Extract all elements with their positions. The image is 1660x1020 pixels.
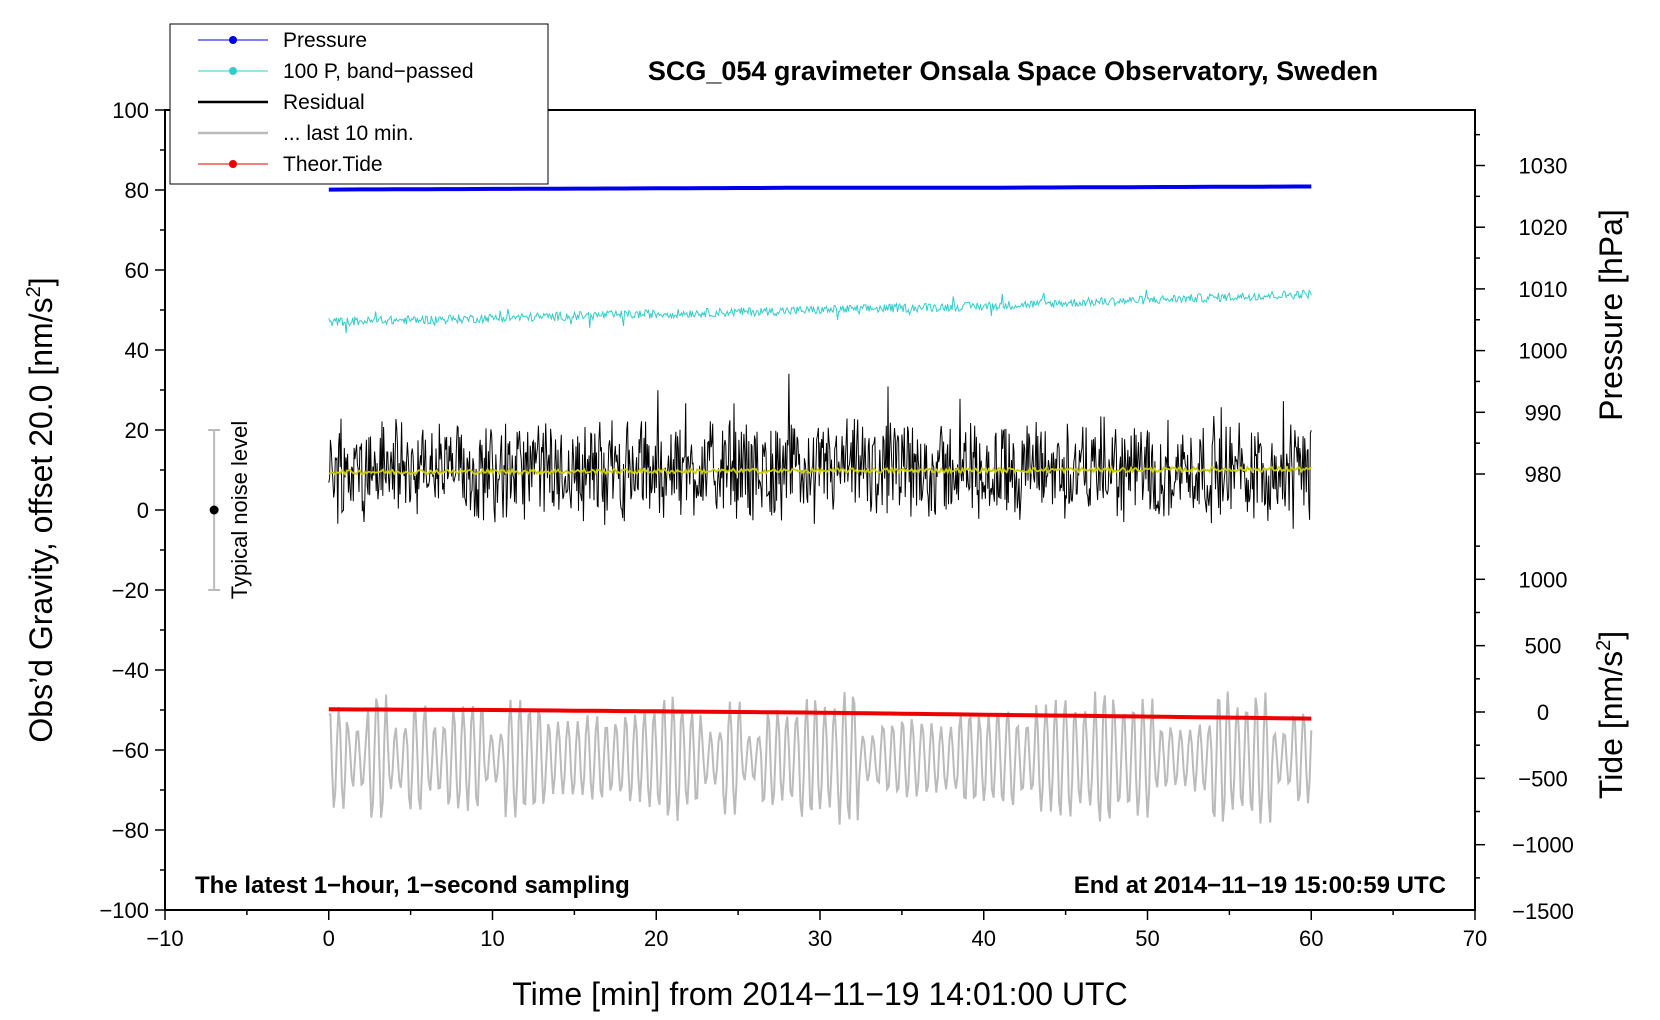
legend-marker bbox=[229, 36, 237, 44]
y-tick-label: 80 bbox=[125, 178, 149, 203]
tide-tick-label: 0 bbox=[1537, 700, 1549, 725]
pressure-tick-label: 1020 bbox=[1519, 215, 1568, 240]
y-tick-label: 40 bbox=[125, 338, 149, 363]
tide-axis-label-end: ] bbox=[1593, 631, 1629, 640]
pressure-tick-label: 1010 bbox=[1519, 277, 1568, 302]
y-tick-label: −80 bbox=[112, 818, 149, 843]
y-tick-label: 60 bbox=[125, 258, 149, 283]
legend-label: Theor.Tide bbox=[283, 153, 383, 176]
tide-tick-label: −1000 bbox=[1512, 833, 1574, 858]
note-end-time: End at 2014−11−19 15:00:59 UTC bbox=[1074, 872, 1446, 899]
plot-frame bbox=[164, 109, 1476, 911]
x-tick-label: 20 bbox=[644, 926, 668, 951]
legend-label: ... last 10 min. bbox=[283, 122, 414, 145]
legend-label: 100 P, band−passed bbox=[283, 60, 474, 83]
y-axis-label-end: ] bbox=[23, 277, 59, 286]
y-tick-label: −40 bbox=[112, 658, 149, 683]
pressure-tick-label: 1000 bbox=[1519, 339, 1568, 364]
x-tick-label: 70 bbox=[1463, 926, 1487, 951]
tide-axis-label: Tide [nm/s2] bbox=[1593, 631, 1629, 799]
legend-marker bbox=[229, 67, 237, 75]
x-tick-label: 60 bbox=[1299, 926, 1323, 951]
tide-axis-label-sup: 2 bbox=[1593, 640, 1615, 651]
tide-axis-label-main: Tide [nm/s bbox=[1593, 651, 1629, 799]
tide-tick-label: 1000 bbox=[1519, 567, 1568, 592]
y-tick-label: 20 bbox=[125, 418, 149, 443]
legend-label: Residual bbox=[283, 91, 365, 114]
tide-tick-label: 500 bbox=[1525, 634, 1562, 659]
pressure-axis-label: Pressure [hPa] bbox=[1593, 209, 1629, 421]
axis-ticks: −10 0 10 20 30 40 50 60 70100806040200−20−40−60−… bbox=[99, 98, 1573, 951]
series-group bbox=[328, 184, 1313, 825]
series-residual bbox=[328, 373, 1312, 529]
y-tick-label: −100 bbox=[99, 898, 149, 923]
legend-label: Pressure bbox=[283, 29, 367, 52]
y-axis-label-sup: 2 bbox=[23, 286, 45, 297]
series-theor-tide bbox=[328, 707, 1312, 721]
x-axis-label: Time [min] from 2014−11−19 14:01:00 UTC bbox=[512, 976, 1127, 1012]
y-tick-label: −20 bbox=[112, 578, 149, 603]
series-pressure bbox=[328, 184, 1312, 192]
y-tick-label: −60 bbox=[112, 738, 149, 763]
series-residual-smoothed bbox=[328, 465, 1312, 477]
x-tick-label: 0 bbox=[323, 926, 335, 951]
y-axis-label: Obs’d Gravity, offset 20.0 [nm/s2] bbox=[23, 277, 59, 742]
legend: Pressure 100 P, band−passed Residual ... la… bbox=[169, 23, 549, 185]
noise-level-indicator bbox=[208, 429, 221, 591]
x-tick-label: 30 bbox=[808, 926, 832, 951]
y-tick-label: 100 bbox=[112, 98, 149, 123]
tide-tick-label: −500 bbox=[1518, 766, 1568, 791]
y-axis-label-main: Obs’d Gravity, offset 20.0 [nm/s bbox=[23, 297, 59, 742]
note-sampling: The latest 1−hour, 1−second sampling bbox=[195, 872, 630, 899]
tide-tick-label: −1500 bbox=[1512, 899, 1574, 924]
pressure-tick-label: 980 bbox=[1525, 462, 1562, 487]
y-tick-label: 0 bbox=[137, 498, 149, 523]
series-last-10-min bbox=[328, 691, 1313, 825]
pressure-tick-label: 990 bbox=[1525, 400, 1562, 425]
pressure-tick-label: 1030 bbox=[1519, 154, 1568, 179]
x-tick-label: 10 bbox=[480, 926, 504, 951]
chart-title: SCG_054 gravimeter Onsala Space Observat… bbox=[648, 56, 1378, 86]
x-tick-label: 40 bbox=[972, 926, 996, 951]
legend-box bbox=[169, 23, 549, 185]
noise-bar-center-dot bbox=[209, 505, 219, 515]
noise-level-label: Typical noise level bbox=[227, 421, 252, 600]
x-tick-label: −10 bbox=[146, 926, 183, 951]
legend-marker bbox=[229, 160, 237, 168]
series-band-passed bbox=[328, 289, 1312, 334]
x-tick-label: 50 bbox=[1135, 926, 1159, 951]
